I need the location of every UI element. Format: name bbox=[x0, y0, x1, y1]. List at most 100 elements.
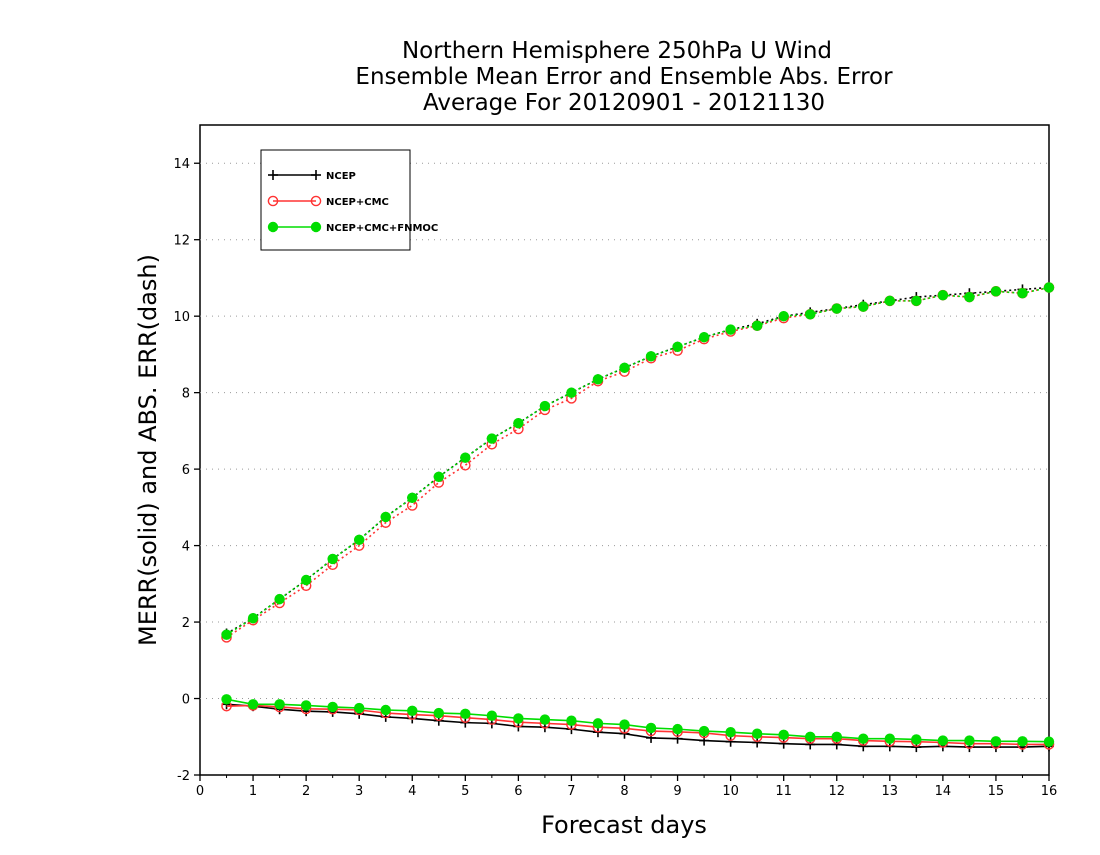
merr-point bbox=[884, 733, 896, 744]
abs-err-point bbox=[911, 295, 922, 307]
series-ncep-cmc-fnmoc bbox=[221, 282, 1055, 747]
merr-point bbox=[513, 713, 524, 724]
abs-err-point bbox=[221, 629, 232, 640]
chart-title-line-1: Northern Hemisphere 250hPa U Wind bbox=[402, 38, 832, 64]
abs-err-point bbox=[1017, 288, 1028, 299]
merr-point bbox=[964, 735, 975, 746]
abs-err-point bbox=[858, 301, 869, 312]
x-tick-label: 10 bbox=[722, 784, 739, 799]
abs-err-point bbox=[274, 593, 285, 605]
abs-err-point bbox=[433, 471, 444, 482]
y-axis-ticks: -2 0 2 4 6 8 10 12 14 bbox=[173, 157, 200, 784]
abs-err-point bbox=[566, 387, 577, 398]
abs-err-point bbox=[407, 492, 418, 503]
abs-err-point bbox=[990, 286, 1002, 297]
merr-point bbox=[300, 700, 312, 711]
abs-err-line bbox=[226, 286, 1050, 636]
legend-marker bbox=[267, 221, 279, 233]
merr-point bbox=[725, 726, 736, 738]
legend-label: NCEP+CMC bbox=[326, 197, 389, 208]
x-axis-ticks: 0 1 2 3 4 5 6 7 8 9 10 11 12 13 14 15 16 bbox=[196, 775, 1057, 799]
grid bbox=[200, 162, 1049, 776]
abs-err-point bbox=[327, 553, 338, 565]
x-tick-label: 5 bbox=[461, 784, 469, 799]
x-tick-label: 7 bbox=[567, 784, 575, 799]
y-tick-label: 0 bbox=[182, 693, 190, 708]
x-tick-label: 6 bbox=[514, 784, 522, 799]
merr-point bbox=[672, 723, 683, 735]
x-tick-label: 14 bbox=[935, 784, 952, 799]
series-ncep-cmc bbox=[221, 282, 1055, 750]
abs-err-point bbox=[592, 374, 604, 385]
abs-err-point bbox=[247, 613, 259, 624]
abs-err-line bbox=[226, 286, 1050, 635]
legend-box bbox=[260, 149, 411, 251]
series-layer bbox=[221, 282, 1055, 753]
merr-point bbox=[937, 735, 949, 746]
merr-point bbox=[353, 702, 365, 714]
x-tick-label: 0 bbox=[196, 784, 204, 799]
merr-point bbox=[433, 707, 444, 719]
merr-point bbox=[566, 715, 577, 726]
merr-point bbox=[911, 734, 922, 745]
merr-point bbox=[858, 733, 869, 744]
merr-point bbox=[247, 699, 259, 710]
abs-err-point bbox=[300, 574, 312, 586]
x-axis-label: Forecast days bbox=[541, 811, 707, 839]
merr-point bbox=[831, 731, 842, 742]
abs-err-point bbox=[513, 418, 524, 429]
y-axis-label: MERR(solid) and ABS. ERR(dash) bbox=[134, 254, 162, 646]
merr-point bbox=[460, 708, 471, 720]
legend-marker bbox=[310, 221, 322, 233]
legend-label: NCEP+CMC+FNMOC bbox=[326, 223, 438, 234]
x-tick-label: 8 bbox=[620, 784, 628, 799]
x-tick-label: 2 bbox=[302, 784, 310, 799]
series-ncep bbox=[221, 282, 1054, 753]
abs-err-point bbox=[751, 320, 763, 331]
y-tick-label: 12 bbox=[173, 234, 190, 249]
merr-point bbox=[778, 729, 789, 741]
abs-err-point bbox=[831, 303, 842, 314]
x-tick-label: 3 bbox=[355, 784, 363, 799]
legend: NCEP NCEP+CMC NCEP+CMC+FNMOC bbox=[260, 149, 438, 251]
chart-title-line-3: Average For 20120901 - 20121130 bbox=[423, 90, 825, 116]
abs-err-point bbox=[539, 400, 551, 412]
abs-err-point bbox=[725, 324, 736, 335]
chart-title-line-2: Ensemble Mean Error and Ensemble Abs. Er… bbox=[355, 64, 893, 90]
y-tick-label: 6 bbox=[182, 463, 190, 478]
merr-point bbox=[645, 722, 657, 734]
merr-point bbox=[1017, 736, 1028, 747]
abs-err-point bbox=[937, 289, 949, 301]
y-tick-label: 10 bbox=[173, 310, 190, 325]
merr-point bbox=[619, 719, 630, 730]
y-tick-label: 4 bbox=[182, 540, 190, 555]
legend-label: NCEP bbox=[326, 171, 356, 182]
abs-err-point bbox=[672, 341, 683, 352]
legend-marker bbox=[310, 195, 322, 207]
abs-err-point bbox=[645, 351, 657, 362]
x-tick-label: 15 bbox=[988, 784, 1005, 799]
x-tick-label: 11 bbox=[775, 784, 792, 799]
x-tick-label: 1 bbox=[249, 784, 257, 799]
x-tick-label: 13 bbox=[882, 784, 899, 799]
x-tick-label: 16 bbox=[1041, 784, 1058, 799]
merr-point bbox=[380, 704, 391, 716]
y-tick-label: -2 bbox=[177, 769, 190, 784]
x-tick-label: 4 bbox=[408, 784, 416, 799]
abs-err-line bbox=[226, 286, 1050, 639]
abs-err-point bbox=[1043, 282, 1055, 293]
abs-err-point bbox=[805, 309, 816, 320]
merr-line bbox=[226, 704, 1049, 746]
abs-err-point bbox=[353, 534, 365, 546]
merr-point bbox=[486, 710, 498, 721]
abs-err-point bbox=[884, 295, 896, 307]
merr-point bbox=[698, 725, 710, 737]
y-tick-label: 2 bbox=[182, 616, 190, 631]
merr-point bbox=[407, 705, 418, 716]
abs-err-point bbox=[460, 452, 471, 463]
merr-point bbox=[805, 731, 816, 742]
y-tick-label: 14 bbox=[173, 157, 190, 172]
abs-err-point bbox=[619, 362, 630, 373]
